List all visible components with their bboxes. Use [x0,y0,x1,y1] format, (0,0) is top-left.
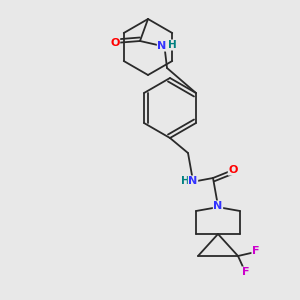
Text: N: N [188,176,198,186]
Text: F: F [242,267,250,277]
Text: O: O [110,38,120,48]
Text: F: F [252,246,260,256]
Text: N: N [213,201,223,211]
Text: H: H [181,176,189,186]
Text: N: N [158,41,166,51]
Text: H: H [168,40,176,50]
Text: O: O [228,165,238,175]
